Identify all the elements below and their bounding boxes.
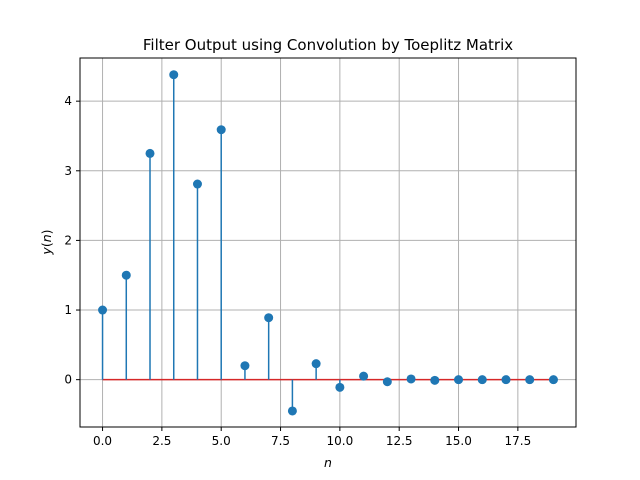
stem-marker bbox=[454, 375, 464, 385]
stem-marker bbox=[382, 377, 392, 387]
y-tick-label: 2 bbox=[64, 233, 72, 247]
x-tick-label: 17.5 bbox=[504, 434, 531, 448]
grid bbox=[80, 58, 576, 427]
x-tick-label: 7.5 bbox=[271, 434, 290, 448]
plot-frame bbox=[79, 57, 577, 428]
x-tick-label: 15.0 bbox=[445, 434, 472, 448]
stem-marker bbox=[169, 70, 179, 80]
stem-marker bbox=[406, 374, 416, 384]
stem-marker bbox=[192, 179, 202, 189]
stem-marker bbox=[335, 382, 345, 392]
stem-marker bbox=[287, 406, 297, 416]
x-tick-label: 0.0 bbox=[93, 434, 112, 448]
y-tick-label: 3 bbox=[64, 164, 72, 178]
stem-marker bbox=[98, 305, 108, 315]
stem-marker bbox=[216, 125, 226, 135]
markers bbox=[98, 70, 558, 416]
stem-marker bbox=[430, 375, 440, 385]
x-axis-ticks: 0.0 2.5 5.0 7.5 10.0 12.5 15.0 17.5 bbox=[93, 427, 531, 448]
y-tick-label: 4 bbox=[64, 94, 72, 108]
x-tick-label: 5.0 bbox=[212, 434, 231, 448]
x-tick-label: 10.0 bbox=[327, 434, 354, 448]
stems bbox=[101, 74, 436, 411]
y-axis-ticks: 0 1 2 3 4 bbox=[64, 94, 80, 387]
y-tick-label: 1 bbox=[64, 303, 72, 317]
stem-marker bbox=[359, 371, 369, 381]
stem-marker bbox=[548, 375, 558, 385]
y-tick-label: 0 bbox=[64, 373, 72, 387]
x-tick-label: 12.5 bbox=[386, 434, 413, 448]
stem-marker bbox=[121, 270, 131, 280]
x-axis-label: n bbox=[324, 455, 332, 470]
stem-marker bbox=[311, 359, 321, 369]
stem-marker bbox=[240, 361, 250, 371]
stem-marker bbox=[501, 375, 511, 385]
stem-marker bbox=[525, 375, 535, 385]
y-axis-label: y(n) bbox=[39, 229, 54, 255]
stem-marker bbox=[264, 313, 274, 323]
x-tick-label: 2.5 bbox=[152, 434, 171, 448]
chart-title: Filter Output using Convolution by Toepl… bbox=[143, 36, 513, 54]
stem-marker bbox=[477, 375, 487, 385]
stem-marker bbox=[145, 148, 155, 158]
